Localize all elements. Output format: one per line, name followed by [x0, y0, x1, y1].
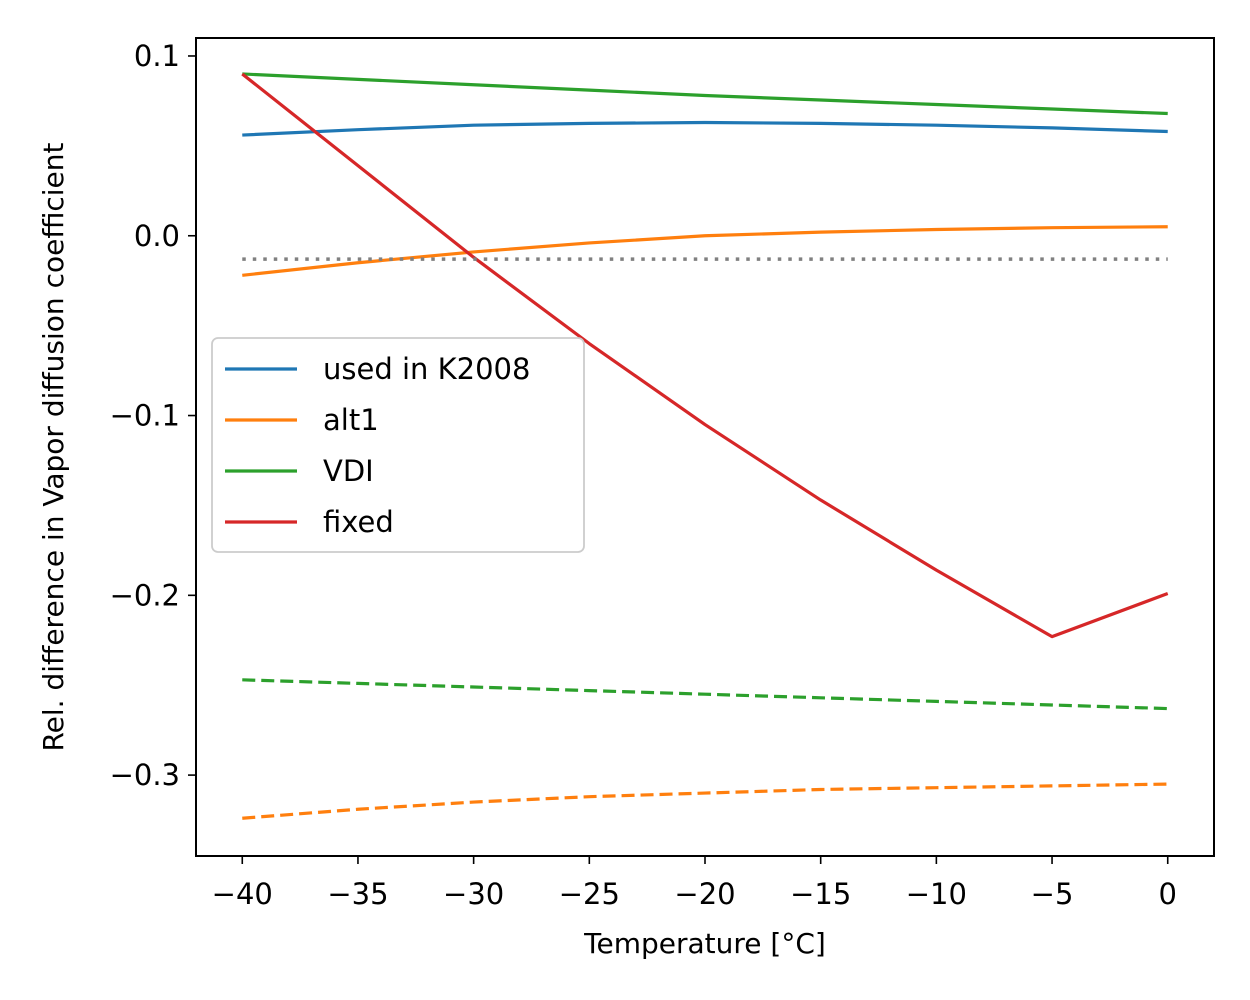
- x-tick-label: −10: [906, 877, 967, 911]
- series-line-used-in-k2008: [242, 120, 1168, 137]
- y-tick-label: 0.1: [134, 39, 180, 73]
- series-line-dashed-4: [242, 782, 1168, 820]
- x-axis-ticks: −40 −35 −30 −25 −20 −15 −10 −5 0: [212, 856, 1177, 911]
- x-tick-label: −5: [1031, 877, 1074, 911]
- x-tick-label: −40: [212, 877, 273, 911]
- x-tick-label: −20: [674, 877, 735, 911]
- legend-label: VDI: [323, 454, 374, 488]
- x-tick-label: −25: [559, 877, 620, 911]
- series-line-fixed: [241, 72, 1169, 639]
- series-layer: [241, 72, 1169, 820]
- y-tick-label: 0.0: [134, 219, 180, 253]
- x-tick-label: 0: [1159, 877, 1177, 911]
- y-axis-ticks: 0.1 0.0 −0.1 −0.2 −0.3: [110, 39, 196, 792]
- x-axis-label: Temperature [°C]: [583, 927, 826, 960]
- legend-label: alt1: [323, 403, 379, 437]
- y-tick-label: −0.1: [110, 399, 180, 433]
- y-axis-label: Rel. difference in Vapor diffusion coeff…: [37, 142, 70, 751]
- x-tick-label: −15: [790, 877, 851, 911]
- legend-box: [211, 337, 585, 553]
- legend: used in K2008 alt1 VDI fixed: [211, 337, 585, 553]
- series-line-alt1: [242, 225, 1168, 277]
- legend-label: used in K2008: [323, 352, 530, 386]
- x-tick-label: −30: [443, 877, 504, 911]
- legend-label: fixed: [323, 505, 394, 539]
- y-tick-label: −0.2: [110, 578, 180, 612]
- series-line-vdi: [242, 72, 1168, 116]
- y-tick-label: −0.3: [110, 758, 180, 792]
- x-tick-label: −35: [327, 877, 388, 911]
- series-line-dashed-5: [242, 678, 1168, 711]
